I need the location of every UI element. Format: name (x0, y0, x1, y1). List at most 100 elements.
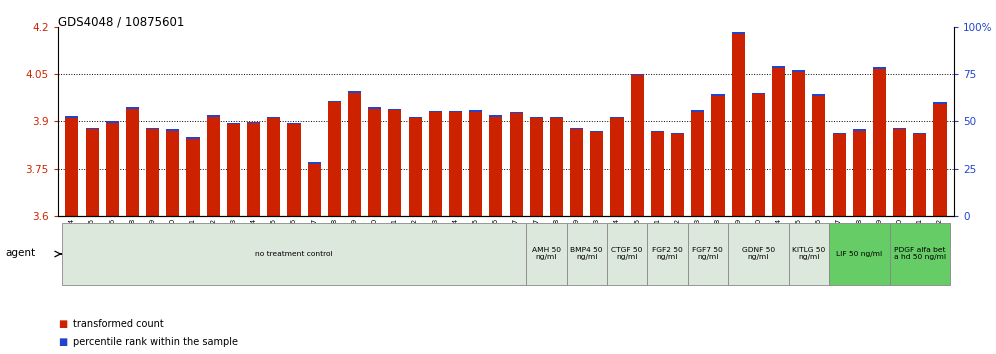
Bar (889, 223, 950, 285)
Bar (752, 95, 765, 216)
Bar (591, 131, 604, 132)
Bar (489, 115, 502, 116)
Text: BMP4 50
ng/ml: BMP4 50 ng/ml (571, 247, 603, 261)
Bar (671, 133, 684, 134)
Bar (607, 223, 647, 285)
Bar (247, 121, 260, 123)
Bar (933, 104, 946, 216)
Bar (146, 127, 159, 129)
Bar (728, 223, 789, 285)
Bar (146, 129, 159, 216)
Text: GDS4048 / 10875601: GDS4048 / 10875601 (58, 16, 184, 29)
Bar (428, 110, 442, 112)
Text: ■: ■ (58, 337, 67, 347)
Bar (550, 118, 563, 216)
Bar (227, 124, 240, 216)
Bar (510, 112, 523, 113)
Bar (913, 133, 926, 134)
Bar (711, 95, 724, 96)
Bar (388, 109, 401, 110)
Bar (288, 124, 301, 216)
Bar (86, 129, 99, 216)
Bar (369, 109, 381, 216)
Text: CTGF 50
ng/ml: CTGF 50 ng/ml (612, 247, 642, 261)
Bar (267, 118, 280, 216)
Bar (671, 134, 684, 216)
Bar (186, 137, 199, 139)
Bar (732, 32, 745, 34)
Bar (408, 117, 421, 118)
Bar (186, 139, 199, 216)
Bar (550, 117, 563, 118)
Text: KITLG 50
ng/ml: KITLG 50 ng/ml (792, 247, 826, 261)
Bar (611, 118, 623, 216)
Bar (650, 132, 664, 216)
Bar (469, 112, 482, 216)
Bar (570, 127, 584, 129)
Bar (369, 107, 381, 109)
Bar (772, 68, 785, 216)
Bar (247, 123, 260, 216)
Bar (449, 112, 462, 216)
Bar (611, 116, 623, 118)
Bar (829, 223, 889, 285)
Bar (772, 66, 785, 68)
Bar (489, 116, 502, 216)
Bar (691, 112, 704, 216)
Bar (893, 128, 906, 129)
Bar (206, 116, 220, 216)
Bar (570, 129, 584, 216)
Bar (66, 118, 79, 216)
Bar (792, 70, 806, 72)
Bar (591, 132, 604, 216)
Bar (206, 115, 220, 116)
Bar (166, 131, 179, 216)
Bar (227, 123, 240, 124)
Bar (308, 162, 321, 164)
Text: transformed count: transformed count (73, 319, 163, 329)
Bar (853, 130, 866, 131)
Bar (106, 121, 119, 123)
Bar (687, 223, 728, 285)
Bar (813, 96, 826, 216)
Bar (872, 67, 886, 69)
Bar (872, 69, 886, 216)
Bar (711, 96, 724, 216)
Bar (348, 93, 362, 216)
Bar (530, 118, 543, 216)
Bar (567, 223, 607, 285)
Bar (308, 164, 321, 216)
Bar (106, 123, 119, 216)
Bar (408, 118, 421, 216)
Bar (526, 223, 567, 285)
Bar (752, 92, 765, 95)
Bar (125, 107, 139, 109)
Text: AMH 50
ng/ml: AMH 50 ng/ml (532, 247, 561, 261)
Text: FGF2 50
ng/ml: FGF2 50 ng/ml (652, 247, 683, 261)
Text: FGF7 50
ng/ml: FGF7 50 ng/ml (692, 247, 723, 261)
Bar (792, 72, 806, 216)
Bar (288, 123, 301, 124)
Bar (62, 223, 526, 285)
Bar (125, 109, 139, 216)
Bar (650, 131, 664, 132)
Bar (893, 129, 906, 216)
Bar (630, 75, 643, 216)
Bar (510, 113, 523, 216)
Text: ■: ■ (58, 319, 67, 329)
Bar (732, 34, 745, 216)
Bar (328, 101, 341, 102)
Text: LIF 50 ng/ml: LIF 50 ng/ml (837, 251, 882, 257)
Bar (348, 91, 362, 93)
Bar (66, 116, 79, 118)
Text: percentile rank within the sample: percentile rank within the sample (73, 337, 238, 347)
Bar (813, 95, 826, 96)
Bar (789, 223, 829, 285)
Text: GDNF 50
ng/ml: GDNF 50 ng/ml (742, 247, 775, 261)
Bar (630, 74, 643, 75)
Bar (833, 134, 846, 216)
Bar (913, 134, 926, 216)
Bar (933, 102, 946, 104)
Bar (530, 117, 543, 118)
Text: no treatment control: no treatment control (255, 251, 333, 257)
